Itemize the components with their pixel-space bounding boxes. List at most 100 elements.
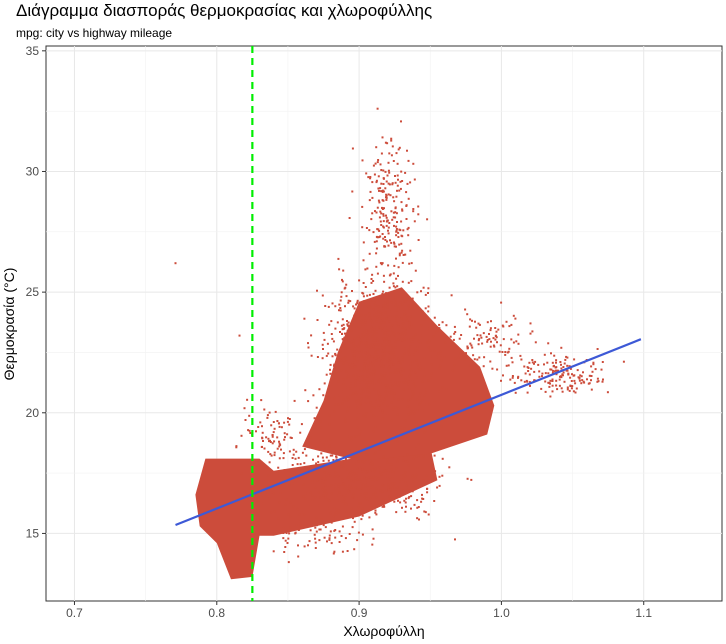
data-point [296, 463, 299, 466]
data-point [359, 487, 362, 490]
data-point [399, 480, 401, 483]
data-point [305, 454, 308, 457]
data-point [392, 473, 394, 475]
data-point [350, 439, 353, 442]
data-point [457, 356, 460, 359]
data-point [381, 329, 384, 332]
data-point [267, 474, 270, 477]
data-point [386, 219, 389, 222]
data-point [404, 253, 407, 256]
data-point [390, 392, 393, 395]
data-point [424, 453, 427, 456]
data-point [354, 391, 357, 394]
data-point [396, 398, 399, 401]
data-point [310, 471, 313, 474]
data-point [551, 371, 554, 374]
data-point [540, 387, 543, 390]
chart-subtitle: mpg: city vs highway mileage [16, 26, 173, 40]
data-point [370, 323, 373, 326]
data-point [388, 361, 390, 364]
data-point [359, 336, 362, 338]
data-point [394, 298, 397, 301]
data-point [511, 376, 514, 379]
data-point [366, 337, 369, 340]
data-point [373, 388, 376, 391]
data-point [315, 406, 318, 409]
data-point [471, 346, 474, 349]
data-point [496, 341, 498, 344]
data-point [382, 402, 385, 405]
data-point [476, 366, 478, 368]
data-point [330, 521, 333, 524]
data-point [289, 515, 292, 518]
data-point [292, 505, 295, 508]
data-point [374, 348, 377, 351]
data-point [486, 321, 489, 324]
data-point [390, 468, 393, 471]
data-point [303, 448, 306, 451]
data-point [409, 412, 412, 415]
data-point [371, 181, 374, 184]
data-point [309, 529, 312, 532]
data-point [377, 315, 380, 318]
data-point [499, 344, 502, 347]
data-point [580, 375, 583, 378]
data-point [360, 518, 363, 521]
data-point [394, 340, 397, 343]
data-point [351, 470, 354, 473]
data-point [399, 301, 402, 304]
data-point [322, 348, 324, 350]
data-point [531, 361, 534, 364]
data-point [378, 326, 381, 329]
data-point [469, 318, 472, 321]
data-point [288, 418, 291, 420]
data-point [426, 218, 429, 221]
data-point [391, 384, 394, 387]
data-point [363, 496, 366, 499]
data-point [347, 476, 350, 479]
data-point [353, 472, 356, 475]
data-point [403, 313, 406, 316]
data-point [352, 342, 355, 345]
data-point [363, 321, 366, 324]
data-point [345, 339, 348, 342]
data-point [269, 439, 271, 442]
data-point [353, 548, 356, 551]
data-point [486, 339, 489, 341]
data-point [321, 481, 324, 484]
data-point [345, 295, 348, 298]
data-point [367, 318, 370, 321]
data-point [364, 342, 367, 345]
data-point [412, 480, 415, 483]
data-point [362, 320, 365, 323]
data-point [324, 489, 327, 492]
data-point [283, 486, 286, 489]
data-point [344, 502, 347, 505]
data-point [271, 442, 274, 445]
data-point [571, 385, 574, 388]
data-point [368, 316, 371, 319]
data-point [376, 228, 379, 231]
data-point [278, 425, 281, 428]
data-point [560, 387, 563, 390]
data-point [578, 377, 581, 380]
data-point [321, 488, 324, 491]
data-point [384, 302, 387, 305]
data-point [391, 324, 394, 327]
data-point [409, 181, 412, 184]
data-point [372, 478, 374, 481]
data-point [306, 473, 309, 476]
data-point [566, 388, 569, 391]
data-point [392, 346, 395, 349]
data-point [386, 413, 389, 416]
data-point [430, 376, 432, 379]
data-point [356, 467, 359, 470]
data-point [475, 371, 478, 374]
data-point [374, 162, 377, 165]
data-point [347, 299, 350, 302]
data-point [392, 216, 395, 219]
data-point [309, 491, 312, 494]
data-point [299, 463, 302, 466]
data-point [434, 470, 437, 473]
data-point [438, 475, 441, 478]
